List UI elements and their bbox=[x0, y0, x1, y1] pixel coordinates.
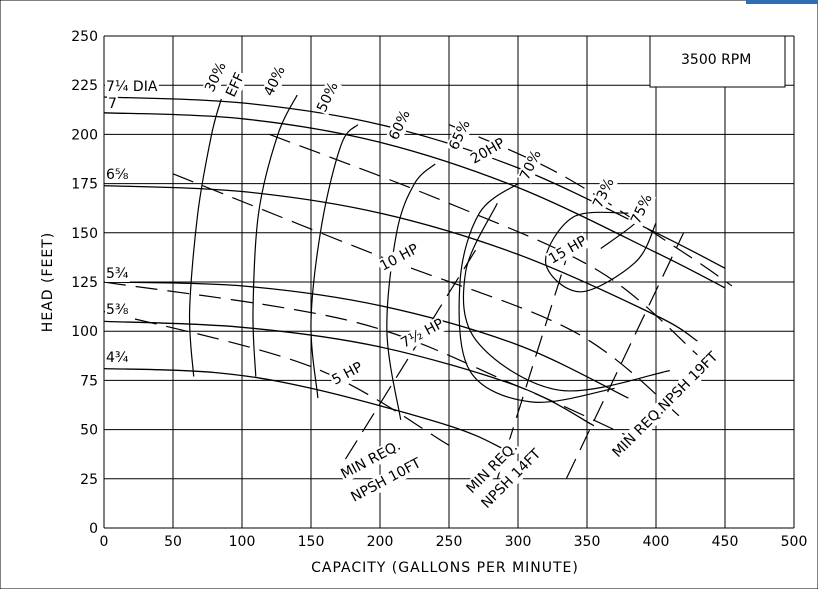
head-curve-7 bbox=[103, 112, 726, 289]
y-axis-title: HEAD (FEET) bbox=[40, 232, 56, 332]
efficiency-curve-30 bbox=[188, 98, 222, 377]
label-backing bbox=[477, 445, 546, 513]
label-backing bbox=[105, 167, 130, 183]
y-tick-label: 100 bbox=[71, 324, 98, 340]
dia-6-5-8-label: 6⅝ bbox=[106, 167, 129, 183]
y-tick-label: 250 bbox=[71, 29, 98, 45]
x-tick-label: 250 bbox=[436, 534, 463, 550]
label-backing bbox=[222, 69, 249, 101]
x-tick-label: 100 bbox=[229, 534, 256, 550]
label-backing bbox=[467, 134, 509, 168]
x-tick-label: 350 bbox=[574, 534, 601, 550]
dia-7-label: 7 bbox=[108, 96, 117, 112]
efficiency-curve-70 bbox=[462, 203, 670, 392]
efficiency-curve-60 bbox=[386, 163, 436, 420]
x-tick-label: 0 bbox=[100, 534, 109, 550]
x-tick-label: 50 bbox=[164, 534, 182, 550]
label-backing bbox=[545, 232, 591, 268]
label-backing bbox=[105, 350, 130, 366]
head-curve-4 bbox=[103, 367, 505, 450]
header-accent-bar bbox=[746, 0, 818, 4]
y-tick-label: 175 bbox=[71, 177, 98, 193]
y-tick-label: 225 bbox=[71, 78, 98, 94]
tick-labels: 0 50 100 150 200 250 300 350 400 450 500 0 25 50 75 100… bbox=[71, 29, 807, 550]
y-tick-label: 125 bbox=[71, 275, 98, 291]
label-backing bbox=[589, 174, 619, 212]
label-backing bbox=[105, 266, 130, 282]
dia-4-3-4-label: 4¾ bbox=[106, 350, 129, 366]
x-tick-label: 400 bbox=[643, 534, 670, 550]
label-backing bbox=[627, 190, 657, 228]
npsh-line-min-req-npsh-10ft bbox=[344, 248, 478, 460]
rpm-label: 3500 RPM bbox=[681, 52, 751, 68]
label-backing bbox=[347, 454, 426, 507]
label-backing bbox=[328, 358, 367, 390]
head-curve-6 bbox=[103, 184, 698, 342]
label-backing bbox=[260, 62, 290, 100]
dia-7-1-4-label: 7¼ DIA bbox=[106, 79, 158, 95]
head-curve-7-dia bbox=[103, 96, 726, 269]
x-axis-title: CAPACITY (GALLONS PER MINUTE) bbox=[311, 560, 579, 576]
x-tick-label: 300 bbox=[505, 534, 532, 550]
label-backing bbox=[105, 302, 130, 318]
label-backing bbox=[376, 240, 423, 276]
label-backing bbox=[385, 106, 415, 144]
y-tick-label: 75 bbox=[80, 373, 98, 389]
x-tick-label: 450 bbox=[712, 534, 739, 550]
y-tick-label: 0 bbox=[89, 521, 98, 537]
y-tick-label: 50 bbox=[80, 423, 98, 439]
label-backing bbox=[337, 437, 405, 484]
label-backing bbox=[105, 79, 159, 95]
dia-5-3-8-label: 5⅜ bbox=[106, 302, 129, 318]
grid bbox=[103, 35, 795, 529]
label-backing bbox=[516, 146, 546, 184]
head-curve-5 bbox=[103, 281, 629, 399]
hp-line-5-hp bbox=[103, 310, 450, 446]
y-tick-label: 25 bbox=[80, 472, 98, 488]
label-backing bbox=[313, 78, 343, 116]
dia-5-3-4-label: 5¾ bbox=[106, 266, 129, 282]
label-backing bbox=[608, 347, 723, 462]
x-tick-label: 150 bbox=[298, 534, 325, 550]
y-tick-label: 200 bbox=[71, 127, 98, 143]
label-backing bbox=[107, 96, 118, 112]
label-backing bbox=[680, 52, 753, 68]
x-tick-label: 500 bbox=[781, 534, 808, 550]
efficiency-curve-65 bbox=[458, 183, 615, 404]
hp-line-10-hp bbox=[172, 173, 684, 421]
efficiency-curve-40 bbox=[252, 94, 298, 377]
x-tick-label: 200 bbox=[367, 534, 394, 550]
label-backing bbox=[397, 315, 448, 353]
efficiency-curve-73 bbox=[544, 211, 657, 293]
label-backing bbox=[445, 116, 475, 154]
npsh-line-min-req-npsh-19ft bbox=[565, 232, 685, 480]
efficiency-curve-50 bbox=[310, 124, 359, 399]
hp-line-15-hp bbox=[269, 133, 698, 356]
y-tick-label: 150 bbox=[71, 226, 98, 242]
label-backing bbox=[201, 58, 231, 96]
label-backing bbox=[462, 438, 522, 498]
